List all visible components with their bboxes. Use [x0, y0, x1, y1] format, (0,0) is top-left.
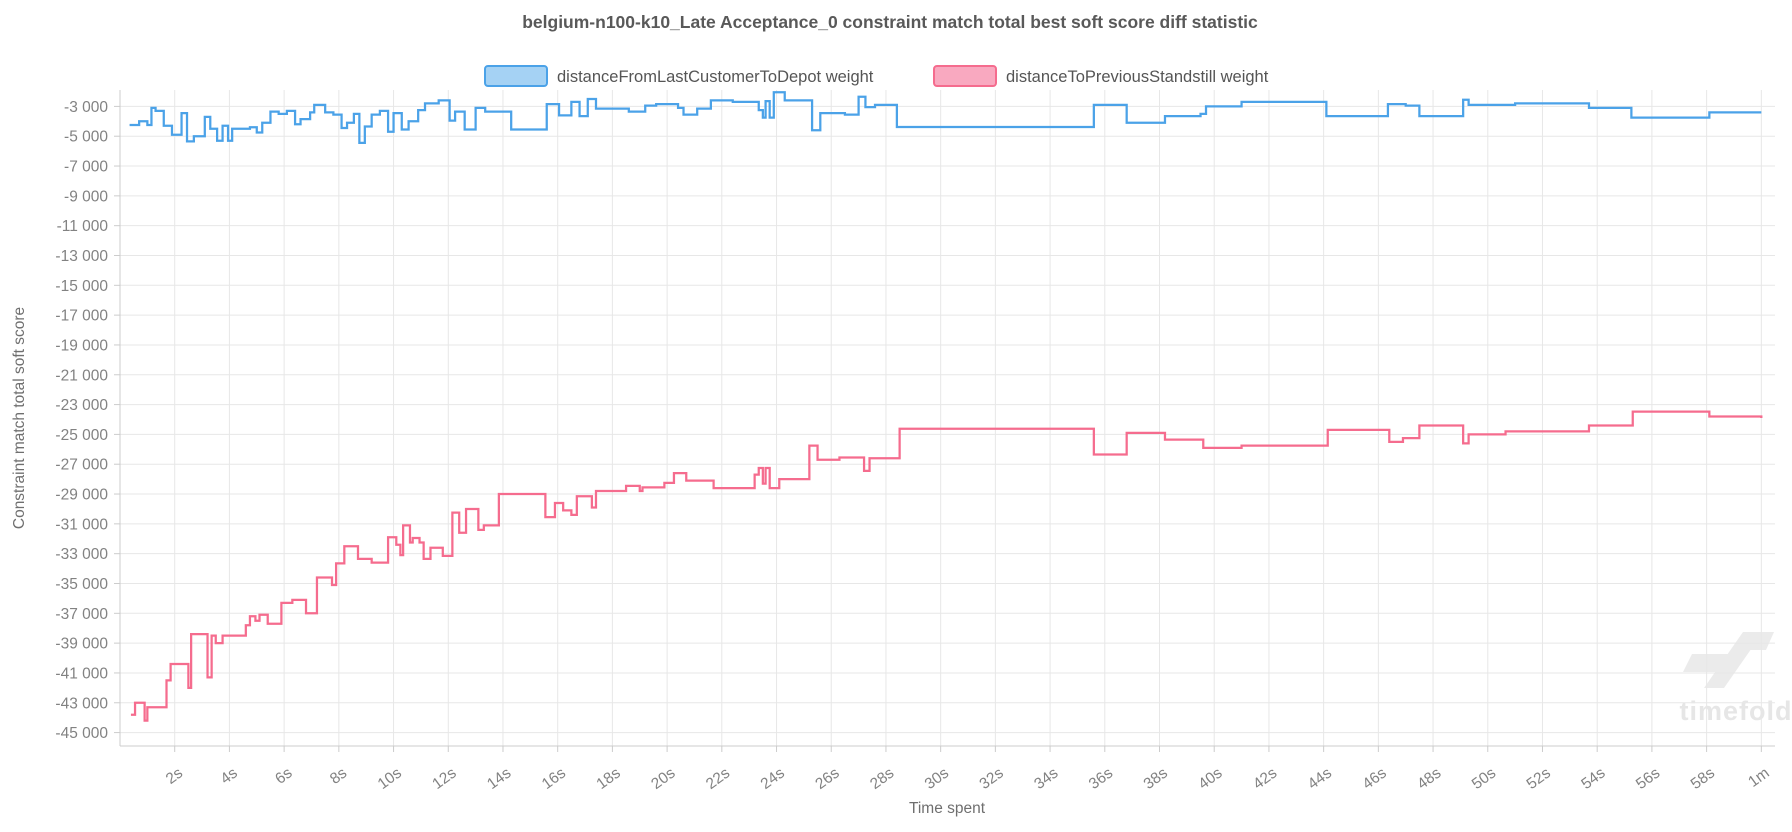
- y-tick-label: -9 000: [64, 188, 108, 205]
- y-tick-label: -45 000: [55, 725, 108, 742]
- series-line-pink: [130, 410, 1763, 722]
- grid: [120, 90, 1775, 746]
- y-tick-label: -7 000: [64, 159, 108, 176]
- series-line-blue: [129, 91, 1762, 145]
- legend-swatch[interactable]: [484, 65, 548, 87]
- y-tick-label: -43 000: [55, 695, 108, 712]
- legend-label: distanceFromLastCustomerToDepot weight: [557, 68, 874, 86]
- timefold-logo-icon: [1683, 632, 1774, 688]
- legend: distanceFromLastCustomerToDepot weight di…: [484, 65, 1269, 87]
- y-tick-label: -21 000: [55, 367, 108, 384]
- chart-title: belgium-n100-k10_Late Acceptance_0 const…: [522, 12, 1258, 32]
- y-tick-label: -41 000: [55, 665, 108, 682]
- y-tick-label: -11 000: [57, 218, 109, 235]
- y-tick-label: -25 000: [55, 427, 108, 444]
- y-tick-label: -37 000: [55, 606, 108, 623]
- legend-swatch[interactable]: [933, 65, 997, 87]
- y-tick-label: -35 000: [55, 576, 108, 593]
- y-tick-label: -31 000: [55, 516, 108, 533]
- legend-item[interactable]: distanceToPreviousStandstill weight: [933, 65, 1269, 87]
- y-tick-label: -23 000: [55, 397, 108, 414]
- y-axis-label: Constraint match total soft score: [11, 307, 28, 529]
- watermark: timefold: [1680, 632, 1792, 726]
- y-tick-label: -19 000: [55, 337, 108, 354]
- y-tick-label: -13 000: [55, 248, 108, 265]
- y-tick-label: -27 000: [55, 457, 108, 474]
- y-tick-label: -17 000: [55, 308, 108, 325]
- y-tick-label: -5 000: [64, 129, 108, 146]
- axes: -3 000 -5 000 -7 000 -9 000 -11 000 -13 000 -1…: [55, 90, 1775, 793]
- y-tick-label: -3 000: [64, 99, 108, 116]
- watermark-text: timefold: [1680, 696, 1792, 726]
- x-axis-label: Time spent: [909, 800, 986, 817]
- y-tick-label: -15 000: [55, 278, 108, 295]
- legend-label: distanceToPreviousStandstill weight: [1006, 68, 1269, 86]
- y-tick-label: -29 000: [55, 487, 108, 504]
- legend-item[interactable]: distanceFromLastCustomerToDepot weight: [484, 65, 874, 87]
- y-tick-label: -39 000: [55, 636, 108, 653]
- y-tick-label: -33 000: [55, 546, 108, 563]
- plot-area: [129, 91, 1763, 722]
